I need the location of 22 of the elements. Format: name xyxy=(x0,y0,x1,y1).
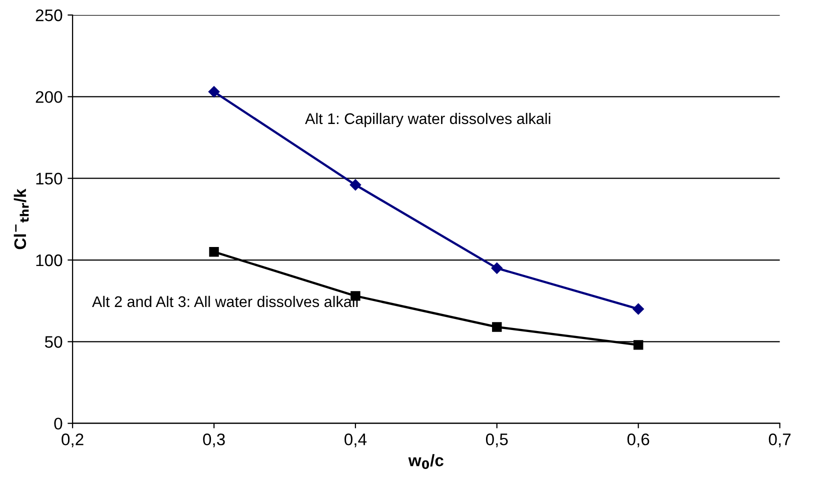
x-tick-label: 0,5 xyxy=(486,434,508,448)
y-tick-label: 200 xyxy=(36,91,62,103)
y-tick-label: 250 xyxy=(36,9,62,22)
y-tick-label: 100 xyxy=(36,254,62,266)
annotation: Alt 1: Capillary water dissolves alkali xyxy=(305,112,550,128)
y-tick-label: 150 xyxy=(36,172,62,185)
point xyxy=(350,179,362,190)
x-tick-label: 0,2 xyxy=(62,434,84,448)
y-tick-label: 50 xyxy=(44,336,62,348)
point xyxy=(492,322,502,332)
y-axis-title: Cl$^{−}$$_{thr}$/k xyxy=(14,188,29,250)
x-tick-label: 0,4 xyxy=(344,434,367,448)
x-tick-label: 0,6 xyxy=(627,434,650,448)
x-tick-label: 0,7 xyxy=(768,434,791,448)
y-tick-label: 0 xyxy=(54,418,62,430)
point xyxy=(633,340,644,350)
point xyxy=(632,303,644,315)
point xyxy=(491,262,503,274)
point xyxy=(209,246,219,257)
point xyxy=(208,86,220,98)
x-axis-title: w$_{0}$/c xyxy=(408,454,444,470)
x-tick-label: 0,3 xyxy=(203,434,225,448)
